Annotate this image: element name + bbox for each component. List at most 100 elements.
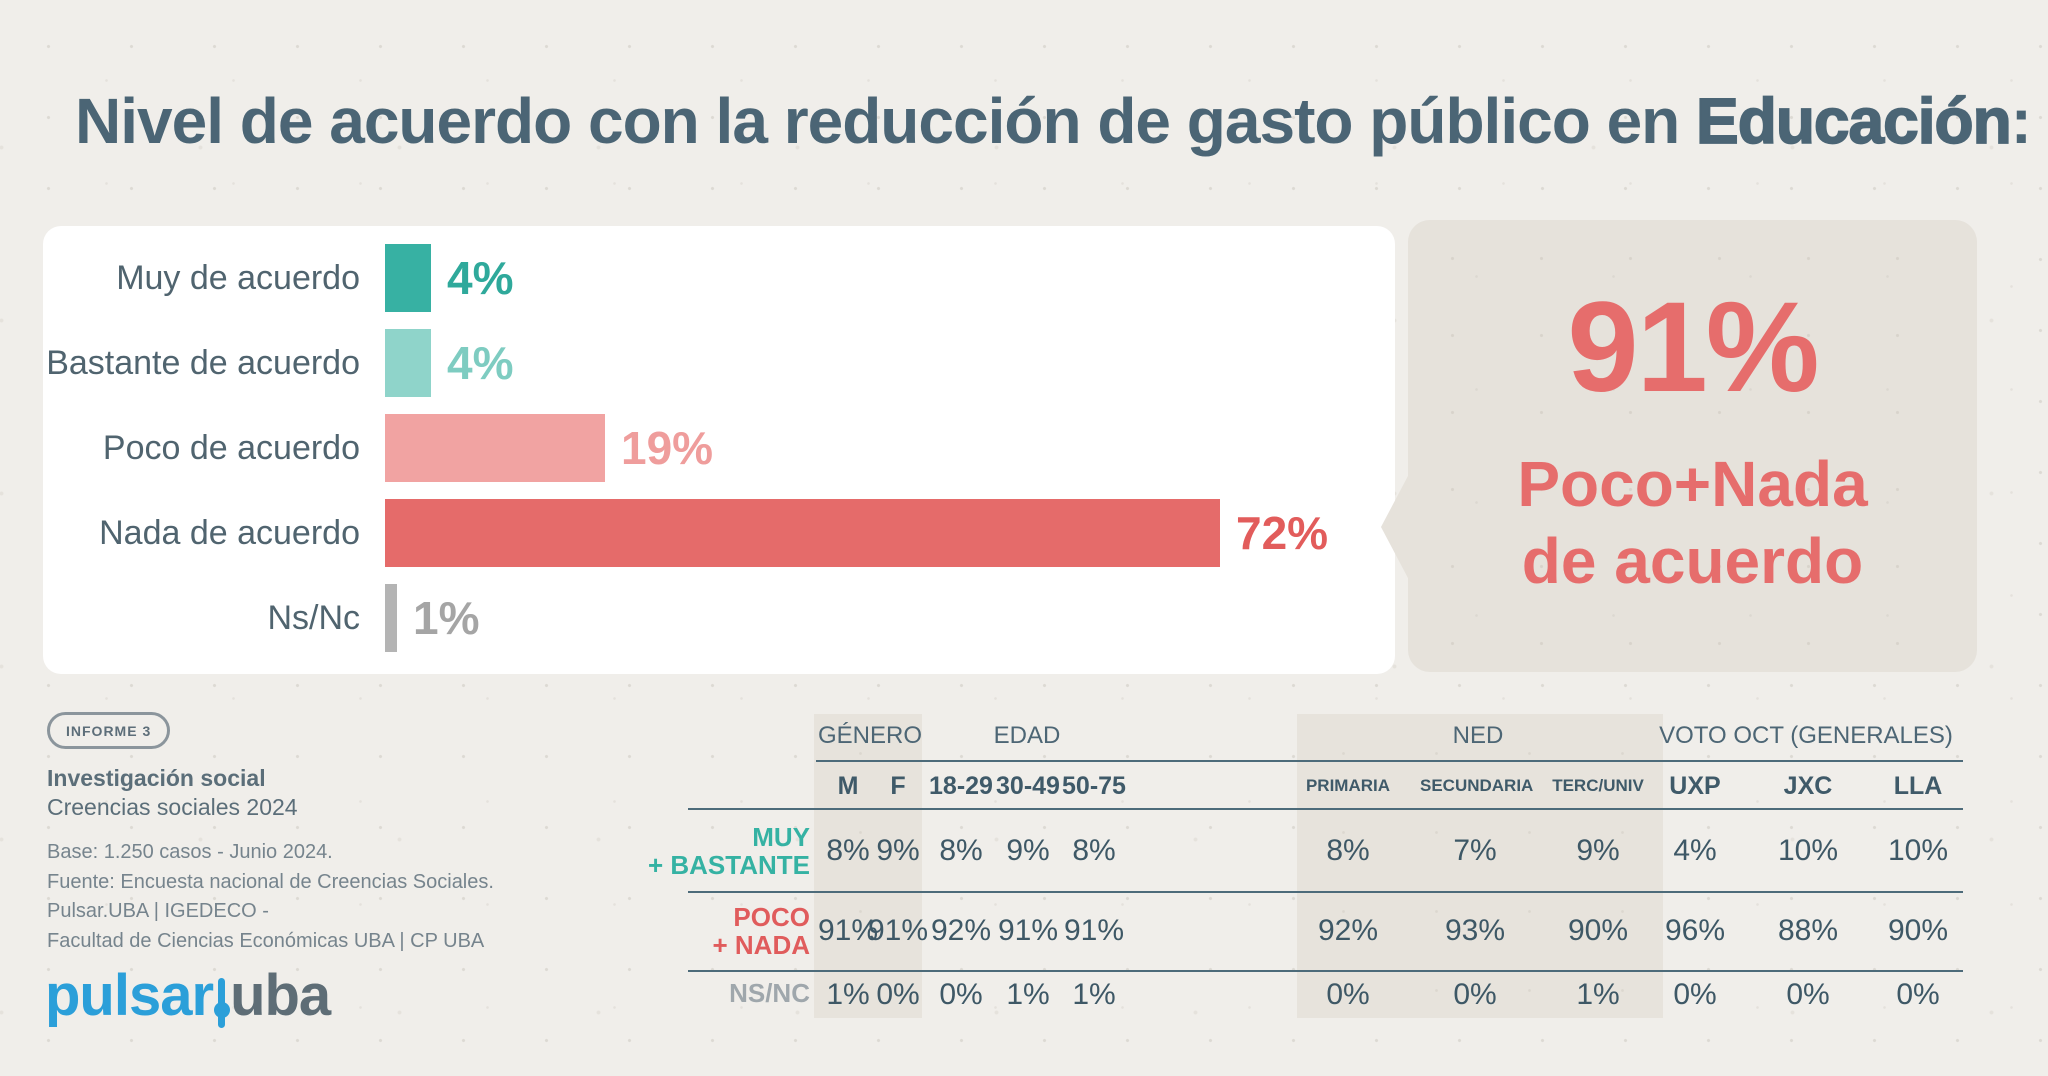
table-cell: 1%	[1072, 978, 1116, 1011]
row-label-line: NS/NC	[729, 978, 810, 1008]
bar-value: 4%	[447, 252, 514, 304]
table-cell: 92%	[1317, 914, 1379, 947]
bar-row-bastante: Bastante de acuerdo 4%	[43, 329, 513, 397]
row-label-poco-nada: POCO + NADA	[600, 891, 810, 970]
bar-chart-panel: Muy de acuerdo 4% Bastante de acuerdo 4%…	[43, 226, 1395, 674]
table-cell: 91%	[867, 914, 929, 947]
bar-value: 72%	[1236, 507, 1329, 559]
bar-label: Muy de acuerdo	[116, 258, 360, 297]
table-cell: 8%	[1072, 834, 1116, 867]
table-cell: 10%	[1777, 834, 1839, 867]
table-cell: 90%	[1887, 914, 1949, 947]
table-cell: 91%	[1063, 914, 1125, 947]
note-fuente: Fuente: Encuesta nacional de Creencias S…	[47, 870, 494, 893]
note-orgs: Pulsar.UBA | IGEDECO -	[47, 900, 269, 922]
title-prefix: Nivel de acuerdo con la reducción de gas…	[75, 85, 1697, 157]
rule-under-row1	[688, 891, 1963, 893]
table-cell: 0%	[939, 978, 983, 1011]
row-label-nsnc: NS/NC	[600, 968, 810, 1018]
program-edition: Creencias sociales 2024	[47, 794, 298, 820]
bar-label: Bastante de acuerdo	[46, 343, 360, 382]
table-cell: 96%	[1664, 914, 1726, 947]
logo-pulsar-text: pulsar	[45, 963, 214, 1028]
bar-label: Nada de acuerdo	[99, 513, 360, 552]
pulsar-uba-logo: pulsar uba	[45, 962, 331, 1029]
column-header: F	[890, 772, 906, 800]
ned-shaded-block	[1297, 714, 1663, 1018]
callout-label: Poco+Nada de acuerdo	[1408, 446, 1977, 600]
table-cell: 0%	[1453, 978, 1497, 1011]
rule-under-groups	[816, 760, 1963, 762]
group-header-genero: GÉNERO	[817, 722, 922, 749]
bar	[385, 584, 397, 652]
bar-label: Ns/Nc	[267, 598, 360, 637]
table-cell: 91%	[997, 914, 1059, 947]
group-header-ned: NED	[1452, 722, 1504, 749]
bar	[385, 329, 431, 397]
table-cell: 4%	[1673, 834, 1717, 867]
table-cell: 1%	[1006, 978, 1050, 1011]
bar-value: 4%	[447, 337, 514, 389]
bar	[385, 414, 605, 482]
title-emphasis: Educación	[1695, 84, 2012, 158]
note-facultad: Facultad de Ciencias Económicas UBA | CP…	[47, 929, 485, 952]
table-cell: 0%	[1326, 978, 1370, 1011]
bar-row-nsnc: Ns/Nc 1%	[43, 584, 479, 652]
rule-under-row2	[688, 970, 1963, 972]
row-label-line: POCO	[733, 901, 810, 932]
bar-row-poco: Poco de acuerdo 19%	[43, 414, 713, 482]
table-cell: 7%	[1453, 834, 1497, 867]
highlight-callout: 91% Poco+Nada de acuerdo	[1381, 220, 1977, 672]
title-suffix: :	[2010, 85, 2032, 157]
table-cell: 8%	[1326, 834, 1370, 867]
table-cell: 0%	[1786, 978, 1830, 1011]
genero-shaded-block	[814, 714, 922, 1018]
table-cell: 0%	[876, 978, 920, 1011]
row-label-line: + BASTANTE	[647, 850, 810, 880]
table-cell: 9%	[1006, 834, 1050, 867]
table-cell: 0%	[1673, 978, 1717, 1011]
column-header: TERC/UNIV	[1552, 776, 1644, 795]
bar-row-nada: Nada de acuerdo 72%	[43, 499, 1328, 567]
column-header: M	[837, 772, 859, 800]
table-cell: 9%	[876, 834, 920, 867]
column-header: PRIMARIA	[1305, 776, 1391, 795]
callout-label-line1: Poco+Nada	[1517, 448, 1868, 520]
report-badge: INFORME 3	[47, 712, 171, 749]
table-cell: 1%	[1576, 978, 1620, 1011]
table-cell: 92%	[930, 914, 992, 947]
table-cell: 93%	[1444, 914, 1506, 947]
table-cell: 10%	[1887, 834, 1949, 867]
callout-label-line2: de acuerdo	[1521, 524, 1864, 597]
table-cell: 8%	[939, 834, 983, 867]
table-cell: 8%	[826, 834, 870, 867]
source-notes: Base: 1.250 casos - Junio 2024. Fuente: …	[47, 838, 494, 956]
program-title: Investigación social	[47, 765, 266, 791]
logo-uba-text: uba	[230, 963, 331, 1028]
table-cell: 88%	[1777, 914, 1839, 947]
row-label-muy-bastante: MUY + BASTANTE	[600, 811, 810, 891]
note-base: Base: 1.250 casos - Junio 2024.	[47, 841, 333, 863]
group-header-edad: EDAD	[993, 722, 1061, 749]
column-header: 30-49	[996, 772, 1060, 800]
column-header: SECUNDARIA	[1420, 776, 1534, 795]
row-label-line: MUY	[752, 822, 810, 852]
rule-under-columns	[688, 808, 1963, 810]
column-header: UXP	[1669, 772, 1721, 800]
page-title: Nivel de acuerdo con la reducción de gas…	[75, 84, 2032, 158]
column-header: 18-29	[929, 772, 993, 800]
bar	[385, 244, 431, 312]
bar-value: 1%	[413, 592, 480, 644]
bar-row-muy: Muy de acuerdo 4%	[43, 244, 513, 312]
row-label-line: + NADA	[712, 929, 810, 960]
table-cell: 90%	[1567, 914, 1629, 947]
callout-notch	[1381, 474, 1409, 580]
table-cell: 0%	[1896, 978, 1940, 1011]
callout-value: 91%	[1567, 276, 1819, 419]
bar-label: Poco de acuerdo	[102, 428, 360, 467]
group-header-voto: VOTO OCT (GENERALES)	[1659, 722, 1953, 749]
column-header: JXC	[1783, 772, 1833, 800]
bar-value: 19%	[621, 422, 714, 474]
table-cell: 9%	[1576, 834, 1620, 867]
pulse-pin-icon	[213, 978, 230, 1028]
